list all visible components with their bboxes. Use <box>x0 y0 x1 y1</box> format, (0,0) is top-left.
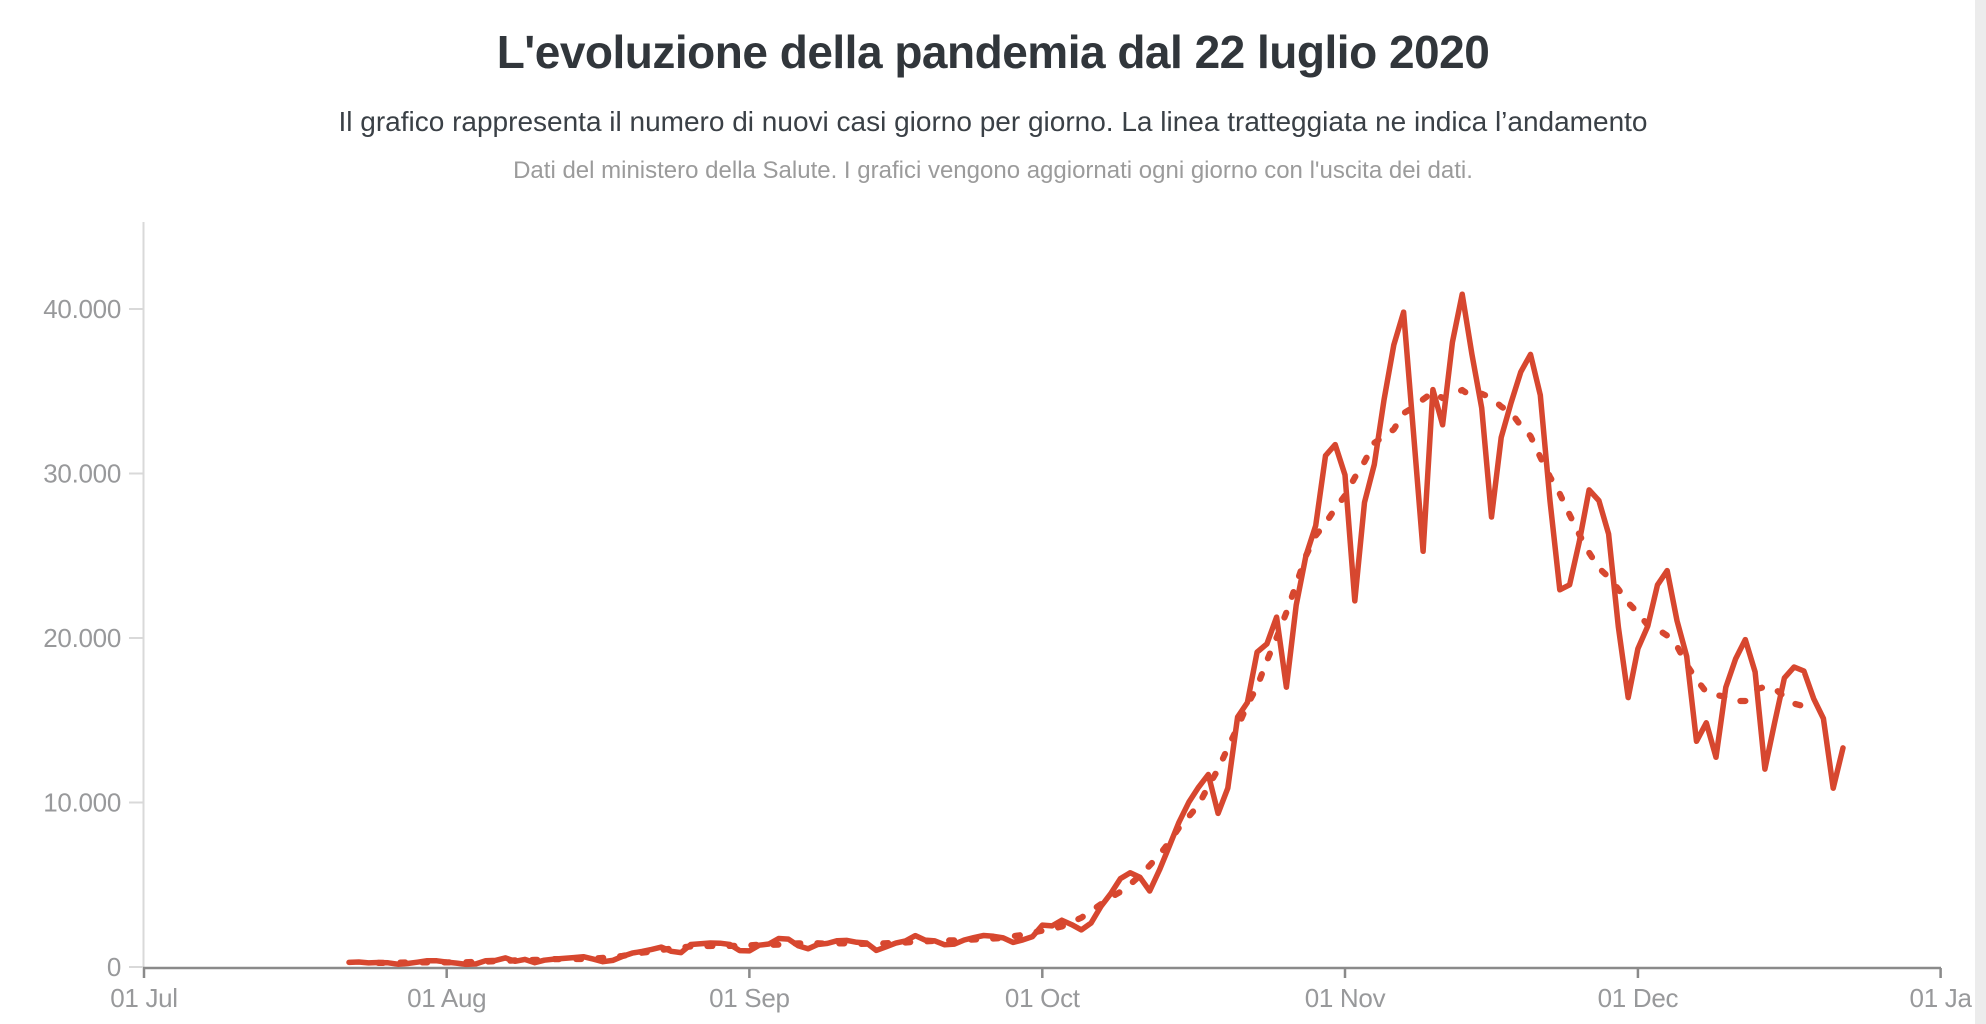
x-tick-label: 01 Dec <box>1598 983 1679 1013</box>
y-tick-label: 30.000 <box>43 459 121 489</box>
y-tick-label: 40.000 <box>43 294 121 324</box>
y-tick-label: 20.000 <box>43 623 121 653</box>
y-tick-label: 10.000 <box>43 788 121 818</box>
chart-title: L'evoluzione della pandemia dal 22 lugli… <box>496 26 1490 78</box>
chart-source-note: Dati del ministero della Salute. I grafi… <box>513 157 1473 184</box>
y-axis-ticks: 0 10.000 20.000 30.000 40.000 <box>43 294 143 982</box>
trend-moving-average-dashed-line <box>375 386 1817 966</box>
x-tick-label: 01 Sep <box>709 983 790 1013</box>
x-tick-label: 01 Aug <box>407 983 486 1013</box>
x-tick-label: 01 Jul <box>110 983 178 1013</box>
x-tick-label: 01 Nov <box>1305 983 1386 1013</box>
y-tick-label: 0 <box>107 952 121 982</box>
chart-subtitle: Il grafico rappresenta il numero di nuov… <box>338 106 1648 137</box>
x-tick-label: 01 Ja <box>1910 983 1973 1013</box>
x-axis-ticks: 01 Jul 01 Aug 01 Sep 01 Oct 01 Nov 01 Dec 01 J… <box>110 968 1973 1013</box>
scrollbar-track[interactable] <box>1975 0 1986 1024</box>
x-tick-label: 01 Oct <box>1005 983 1081 1013</box>
daily-new-cases-line <box>346 291 1846 968</box>
